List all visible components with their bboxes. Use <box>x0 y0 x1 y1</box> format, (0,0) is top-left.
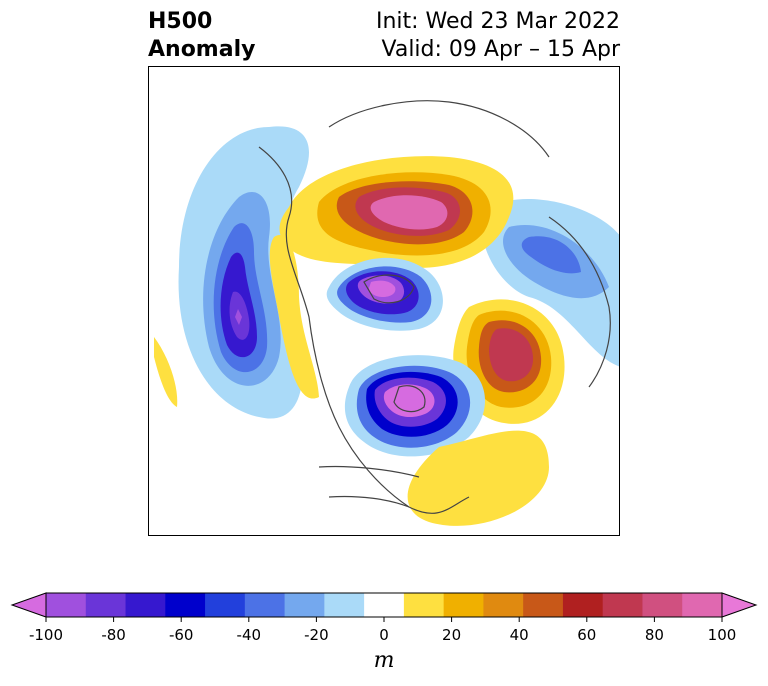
colorbar-extend-max <box>721 592 758 618</box>
anomaly-europe-low <box>482 199 619 367</box>
colorbar-bin <box>483 593 524 617</box>
anomaly-map <box>148 66 620 536</box>
coastlines <box>258 100 611 514</box>
colorbar-tick-label: -60 <box>168 626 194 644</box>
colorbar-bin <box>364 593 405 617</box>
colorbar-bin <box>443 593 484 617</box>
colorbar-tick-label: 40 <box>509 626 529 644</box>
colorbar-bin <box>324 593 365 617</box>
colorbar-extend-min <box>10 592 47 618</box>
colorbar-bin <box>682 593 723 617</box>
colorbar-bin <box>642 593 683 617</box>
anomaly-se-us-high <box>407 430 549 526</box>
colorbar-tick-label: -40 <box>236 626 262 644</box>
anomaly-alaska-high <box>154 235 319 407</box>
chart-dates: Init: Wed 23 Mar 2022 Valid: 09 Apr – 15… <box>376 8 620 64</box>
valid-date: Valid: 09 Apr – 15 Apr <box>381 37 621 62</box>
colorbar-bin <box>165 593 206 617</box>
colorbar <box>10 592 758 622</box>
colorbar-bin <box>244 593 286 617</box>
map-svg <box>154 100 619 526</box>
colorbar-bin <box>284 593 325 617</box>
init-date: Init: Wed 23 Mar 2022 <box>375 9 620 34</box>
colorbar-bin <box>205 593 246 617</box>
colorbar-bin <box>403 593 445 617</box>
title-line1: H500 <box>148 9 213 34</box>
colorbar-tick-label: -100 <box>28 626 64 644</box>
colorbar-bin <box>85 593 127 617</box>
anomaly-arctic-low <box>326 257 443 331</box>
colorbar-tick-label: 100 <box>707 626 737 644</box>
colorbar-tick-label: 0 <box>379 626 389 644</box>
colorbar-tick-label: -80 <box>101 626 126 644</box>
anomaly-pacific-low <box>178 126 309 419</box>
colorbar-ticks: -100 -80 -60 -40 -20 0 20 40 60 80 100 <box>0 626 768 646</box>
colorbar-bin <box>602 593 643 617</box>
colorbar-bin <box>46 593 87 617</box>
colorbar-bin <box>562 593 604 617</box>
chart-title: H500 Anomaly <box>148 8 255 64</box>
colorbar-unit: m <box>373 648 395 673</box>
colorbar-tick-label: 60 <box>577 626 597 644</box>
colorbar-tick-label: 80 <box>644 626 664 644</box>
colorbar-tick-label: 20 <box>442 626 462 644</box>
anomaly-siberia-high <box>279 156 514 268</box>
colorbar-bin <box>125 593 166 617</box>
title-line2: Anomaly <box>148 37 256 62</box>
colorbar-tick-label: -20 <box>304 626 329 644</box>
colorbar-bin <box>523 593 564 617</box>
